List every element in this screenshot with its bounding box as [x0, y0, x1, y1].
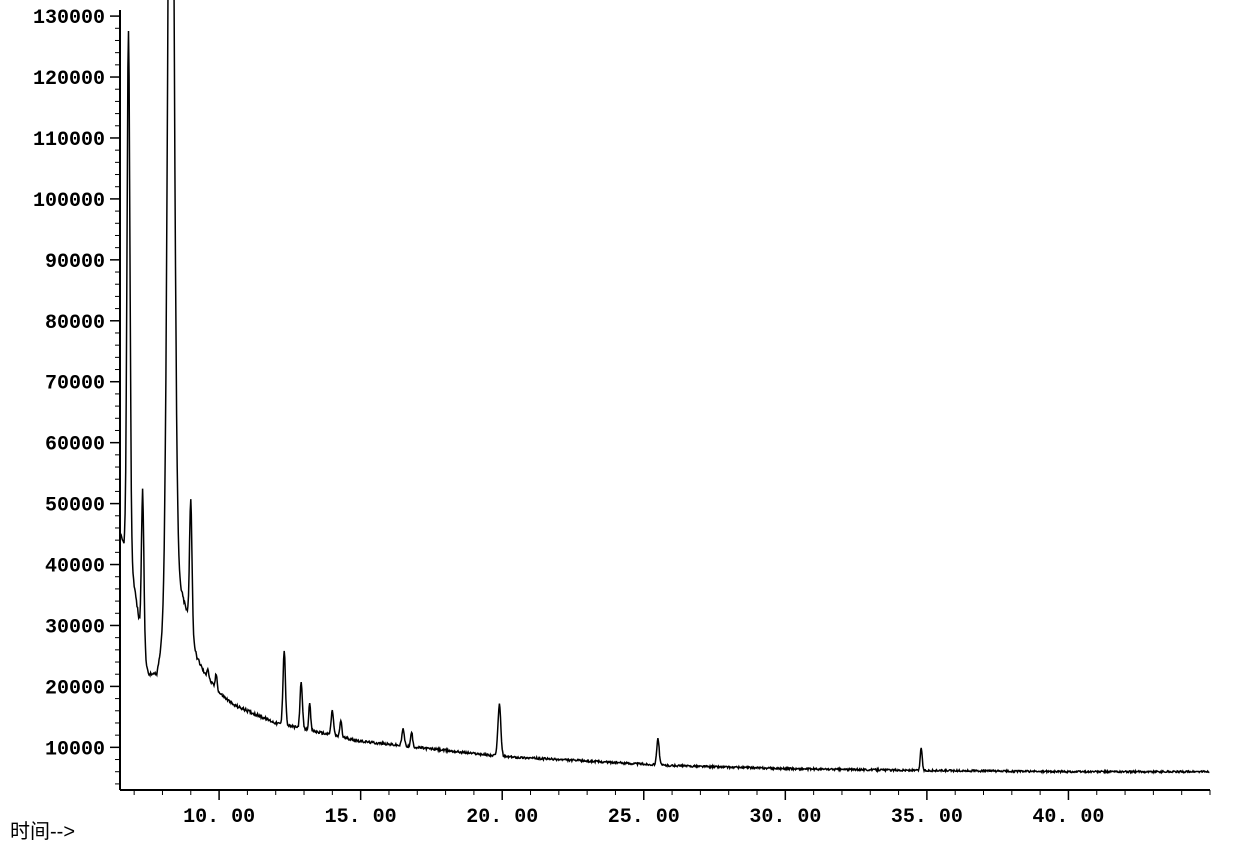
svg-text:30000: 30000	[45, 616, 105, 639]
svg-text:20. 00: 20. 00	[466, 806, 538, 829]
svg-text:60000: 60000	[45, 434, 105, 457]
svg-text:30. 00: 30. 00	[749, 806, 821, 829]
svg-text:90000: 90000	[45, 251, 105, 274]
svg-text:110000: 110000	[33, 129, 105, 152]
svg-text:25. 00: 25. 00	[608, 806, 680, 829]
svg-text:100000: 100000	[33, 190, 105, 213]
svg-text:35. 00: 35. 00	[891, 806, 963, 829]
chart-svg: 10000 20000 30000 40000 50000 60000 70000 80000…	[0, 0, 1239, 861]
svg-text:40. 00: 40. 00	[1032, 806, 1104, 829]
svg-text:40000: 40000	[45, 556, 105, 579]
svg-text:10000: 10000	[45, 738, 105, 761]
svg-text:时间-->: 时间-->	[10, 820, 75, 843]
svg-text:70000: 70000	[45, 373, 105, 396]
svg-text:120000: 120000	[33, 68, 105, 91]
svg-text:50000: 50000	[45, 495, 105, 518]
svg-text:80000: 80000	[45, 312, 105, 335]
svg-text:20000: 20000	[45, 677, 105, 700]
svg-text:10. 00: 10. 00	[183, 806, 255, 829]
svg-text:15. 00: 15. 00	[325, 806, 397, 829]
chromatogram-chart: 10000 20000 30000 40000 50000 60000 70000 80000…	[0, 0, 1239, 861]
svg-text:130000: 130000	[33, 7, 105, 30]
